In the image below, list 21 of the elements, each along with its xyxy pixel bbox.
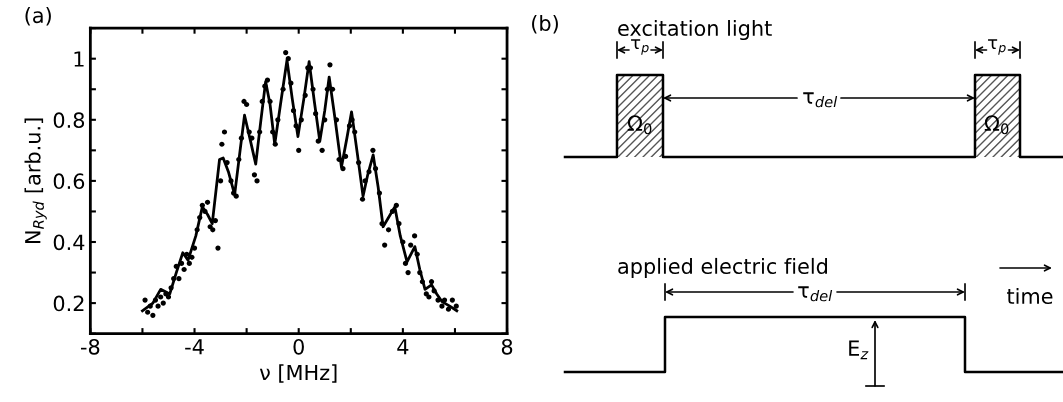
y-tick-label: 0.4 bbox=[53, 234, 85, 251]
x-tick-label: 4 bbox=[397, 339, 409, 355]
text: time bbox=[1007, 287, 1053, 305]
y-tick-label: 0.6 bbox=[53, 173, 85, 190]
chart-title: (a) bbox=[25, 7, 51, 26]
text: E$_{z}$ bbox=[849, 340, 869, 360]
text: τ$_{p}$ bbox=[988, 39, 1006, 55]
text: applied electric field bbox=[618, 257, 827, 279]
x-tick-label: 8 bbox=[501, 338, 513, 355]
x-tick-label: 0 bbox=[293, 338, 304, 355]
y-tick-label: 0.8 bbox=[53, 112, 85, 129]
y-tick-label: 1 bbox=[74, 51, 84, 67]
x-tick-label: -8 bbox=[80, 338, 100, 355]
x-tick-label: -4 bbox=[185, 339, 204, 355]
y-axis-title: N$_{Ryd}$ [arb.u.] bbox=[24, 118, 47, 244]
text: τ$_{del}$ bbox=[803, 92, 838, 108]
x-axis-title: ν [MHz] bbox=[259, 364, 337, 383]
text: (b) bbox=[532, 14, 558, 34]
y-tick-label: 0.2 bbox=[53, 295, 84, 312]
text: τ$_{p}$ bbox=[631, 39, 649, 55]
text: τ$_{del}$ bbox=[798, 286, 833, 302]
